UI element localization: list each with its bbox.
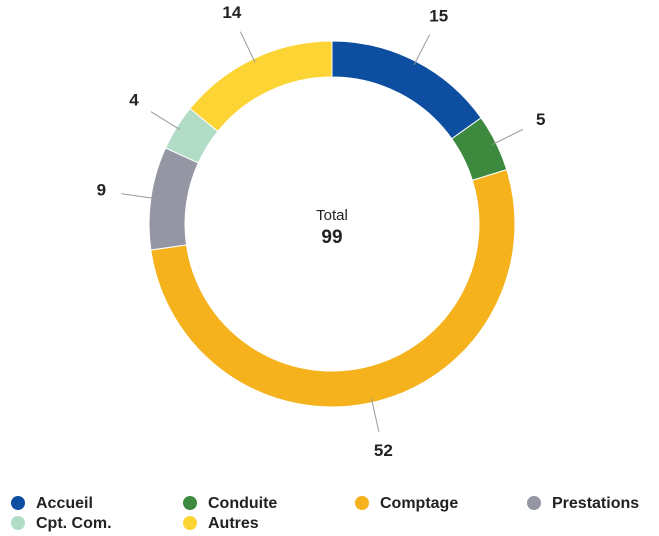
data-label: 52 (374, 441, 393, 460)
legend-marker (355, 496, 369, 510)
legend-label: Comptage (380, 495, 458, 512)
leader-line (240, 31, 256, 63)
legend-marker (527, 496, 541, 510)
donut-segment (189, 40, 333, 133)
donut-segment (150, 169, 516, 408)
leader-line (370, 398, 380, 432)
legend-label: Prestations (552, 495, 639, 512)
legend-label: Cpt. Com. (36, 515, 112, 532)
data-label: 15 (429, 6, 448, 25)
legend-label: Accueil (36, 495, 93, 512)
center-label: Total (316, 207, 348, 224)
donut-segment (331, 40, 482, 140)
legend-marker (183, 496, 197, 510)
legend-label: Conduite (208, 495, 277, 512)
legend-marker (183, 516, 197, 530)
legend-marker (11, 516, 25, 530)
data-label: 5 (536, 110, 545, 129)
legend-marker (11, 496, 25, 510)
data-label: 14 (222, 3, 241, 22)
data-label: 9 (97, 180, 106, 199)
data-label: 4 (129, 91, 139, 110)
leader-line (121, 193, 155, 200)
leader-line (492, 128, 524, 145)
donut-segment (148, 147, 199, 251)
center-total: 99 (321, 227, 342, 248)
leader-line (413, 34, 431, 66)
legend-label: Autres (208, 515, 259, 532)
leader-line (150, 111, 181, 131)
